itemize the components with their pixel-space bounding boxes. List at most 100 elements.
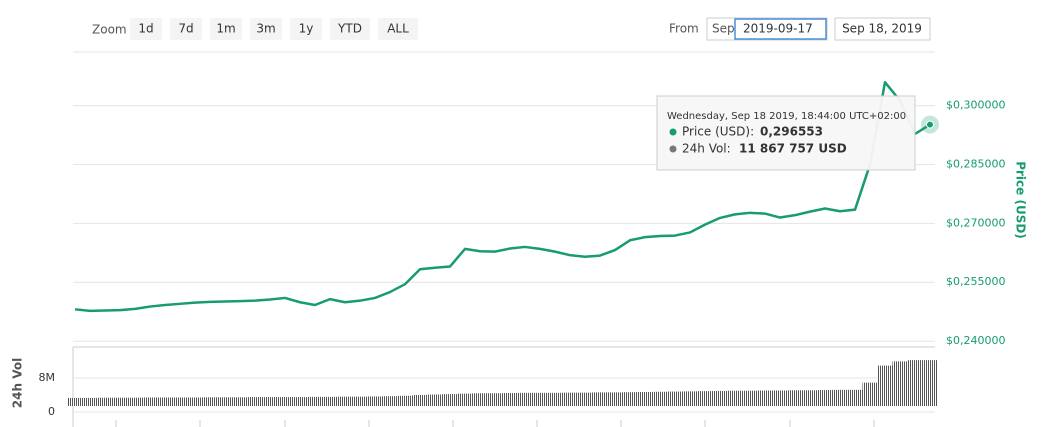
volume-bar — [787, 390, 803, 406]
zoom-button-label[interactable]: 1m — [216, 22, 235, 36]
price-line — [74, 80, 931, 313]
tooltip: Wednesday, Sep 18 2019, 18:44:00 UTC+02:… — [656, 95, 916, 171]
volume-bar — [547, 392, 563, 406]
tooltip-bullet — [669, 128, 677, 136]
volume-bar — [922, 360, 938, 406]
y-tick-label: $0,240000 — [946, 334, 1006, 347]
tooltip-price-value: 0,296553 — [760, 125, 823, 139]
volume-bar — [907, 360, 923, 406]
volume-bar — [232, 397, 248, 406]
volume-axis-title: 24h Vol — [11, 358, 25, 408]
from-input[interactable] — [706, 17, 828, 41]
zoom-button-label[interactable]: 3m — [256, 22, 275, 36]
zoom-button[interactable] — [130, 18, 162, 40]
volume-bar — [742, 390, 758, 406]
volume-bar — [247, 397, 263, 406]
zoom-label: Zoom — [92, 23, 127, 37]
volume-bar — [487, 393, 503, 406]
price-axis-title: Price (USD) — [1014, 161, 1028, 239]
volume-bar — [517, 392, 533, 406]
tooltip-bullet — [669, 145, 677, 153]
volume-bar — [427, 394, 443, 406]
tooltip-vol-label: 24h Vol: — [682, 142, 731, 156]
volume-bar — [667, 391, 683, 406]
y-tick-label: 0 — [48, 405, 55, 418]
zoom-button[interactable] — [170, 18, 202, 40]
volume-bar — [817, 390, 833, 406]
zoom-button[interactable] — [378, 18, 418, 40]
zoom-button[interactable] — [290, 18, 322, 40]
from-label: From — [669, 22, 699, 36]
volume-bar — [802, 390, 818, 406]
volume-bar — [562, 392, 578, 406]
volume-bar — [367, 396, 383, 406]
volume-bar — [697, 391, 713, 406]
volume-bar — [187, 397, 203, 406]
volume-bar — [97, 397, 113, 406]
volume-bar — [67, 397, 83, 406]
tooltip-vol-value: 11 867 757 USD — [739, 142, 847, 156]
tooltip-price-label: Price (USD): — [682, 125, 754, 139]
volume-bar — [337, 396, 353, 406]
volume-bar — [727, 390, 743, 406]
volume-bar — [502, 393, 518, 406]
volume-bar — [112, 397, 128, 406]
volume-bar — [832, 389, 848, 406]
volume-bar — [277, 397, 293, 406]
to-input[interactable] — [834, 17, 931, 41]
volume-bar — [172, 397, 188, 406]
volume-bar — [847, 389, 863, 406]
volume-bar — [412, 394, 428, 406]
volume-bar — [607, 392, 623, 406]
zoom-button-label[interactable]: YTD — [337, 22, 362, 36]
volume-bar — [892, 361, 908, 406]
zoom-button[interactable] — [330, 18, 370, 40]
volume-bar — [307, 396, 323, 406]
y-tick-label: $0,300000 — [946, 99, 1006, 112]
to-value: Sep 18, 2019 — [842, 22, 922, 36]
zoom-button-label[interactable]: 7d — [178, 22, 193, 36]
volume-bar — [712, 390, 728, 406]
volume-bar — [292, 397, 308, 406]
x-axis-ticks — [115, 420, 875, 427]
volume-bar — [442, 394, 458, 406]
zoom-button-label[interactable]: 1d — [138, 22, 153, 36]
volume-bar — [217, 397, 233, 406]
volume-bar — [532, 392, 548, 406]
y-tick-label: $0,285000 — [946, 158, 1006, 171]
volume-bar — [757, 390, 773, 406]
volume-bar — [142, 397, 158, 406]
zoom-button[interactable] — [210, 18, 242, 40]
tooltip-box — [656, 95, 916, 171]
volume-bar — [202, 397, 218, 406]
from-partial: Sep — [712, 22, 735, 36]
from-value: 2019-09-17 — [743, 22, 813, 36]
zoom-button[interactable] — [250, 18, 282, 40]
volume-bar — [262, 397, 278, 406]
volume-bar — [472, 393, 488, 406]
volume-bar — [457, 393, 473, 406]
y-tick-label: 8M — [39, 371, 56, 384]
volume-bar — [82, 397, 98, 406]
volume-bar — [577, 392, 593, 406]
volume-bar — [652, 391, 668, 406]
volume-bar — [862, 382, 878, 406]
volume-bar — [157, 397, 173, 406]
zoom-button-label[interactable]: 1y — [299, 22, 314, 36]
volume-bar — [772, 390, 788, 406]
volume-bar — [322, 396, 338, 406]
volume-bar — [382, 396, 398, 406]
volume-bar — [877, 365, 893, 406]
volume-bar — [352, 396, 368, 406]
y-tick-label: $0,255000 — [946, 275, 1006, 288]
volume-bar — [682, 391, 698, 406]
volume-bar — [592, 392, 608, 406]
from-focus — [734, 18, 827, 40]
tooltip-date: Wednesday, Sep 18 2019, 18:44:00 UTC+02:… — [667, 111, 906, 122]
volume-bar — [622, 392, 638, 406]
zoom-button-label[interactable]: ALL — [387, 22, 409, 36]
zoom-buttons: 1d 7d 1m 3m 1y YTD ALL — [130, 18, 418, 40]
y-tick-label: $0,270000 — [946, 216, 1006, 229]
